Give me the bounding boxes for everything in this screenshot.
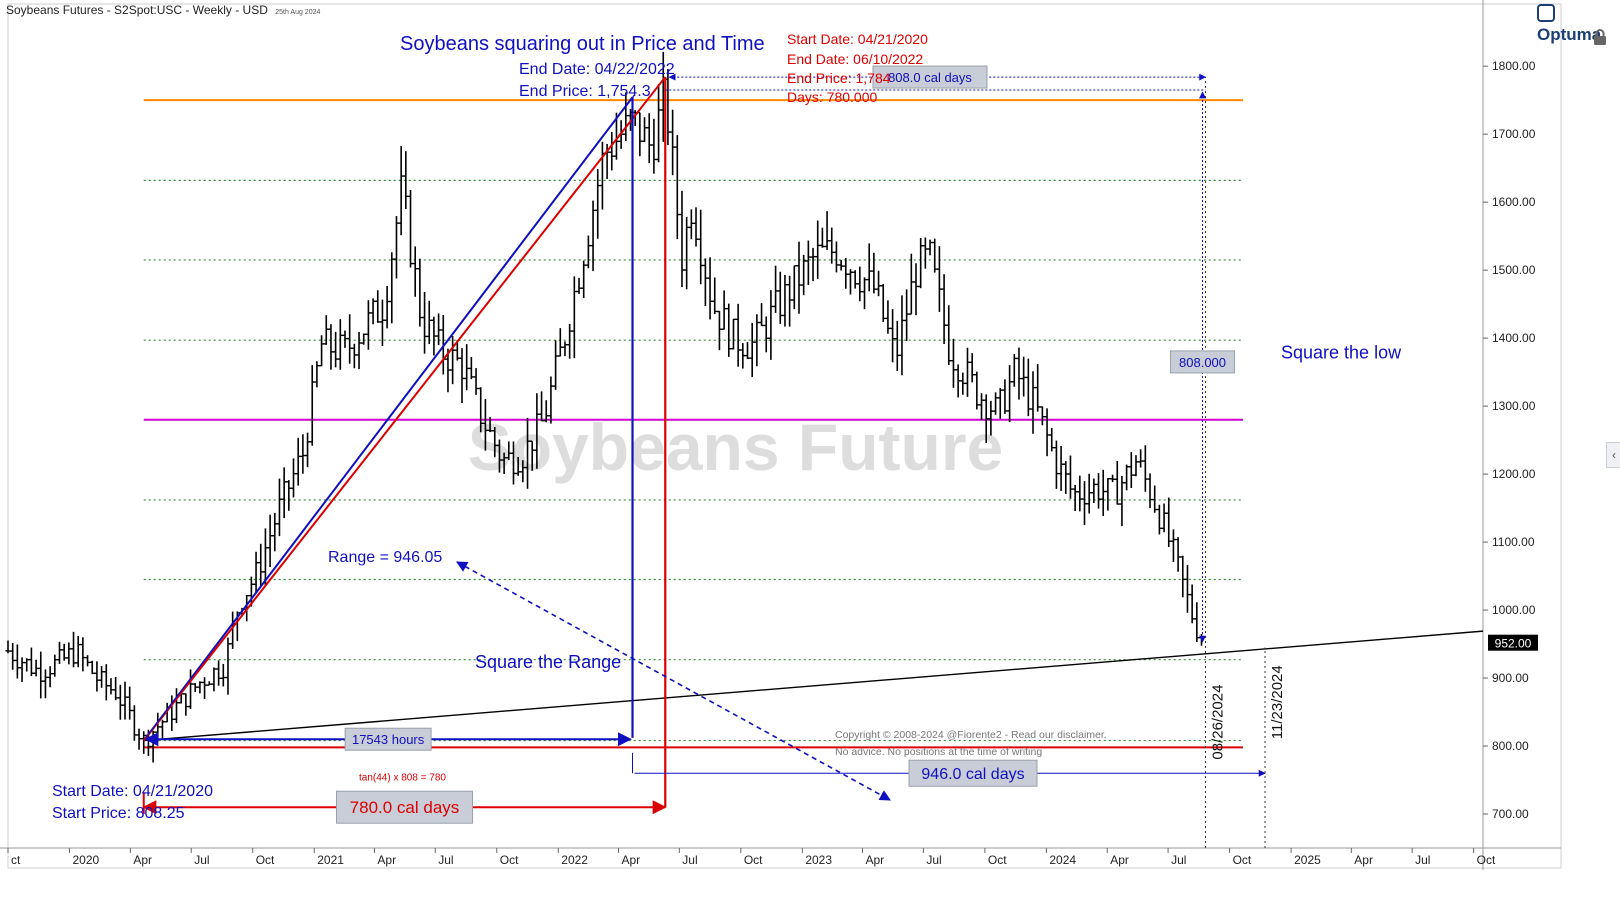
square-low-label: Square the low [1281,343,1402,363]
x-tick-label: Apr [133,853,152,867]
hours-box [344,727,432,751]
cal808-box [872,65,988,89]
red-end-price: End Price: 1,784 [787,70,891,86]
price-time-projection-line [142,76,667,742]
x-tick-label: 2024 [1049,853,1076,867]
annotation-title: Soybeans squaring out in Price and Time [400,33,765,55]
y-tick-label: 1700.00 [1492,127,1536,141]
square-range-label: Square the Range [475,652,621,672]
price-bars [5,51,1205,763]
hours-label: 17543 hours [352,732,425,747]
optuma-mark-icon [1537,4,1555,22]
chart-header: Soybeans Futures - S2Spot:USC - Weekly -… [6,3,320,17]
y-tick-label: 1600.00 [1492,195,1536,209]
x-tick-label: Jul [1171,853,1186,867]
y-tick-label: 1000.00 [1492,603,1536,617]
price808-label: 808.000 [1179,355,1226,370]
x-tick-label: Jul [194,853,209,867]
red-days: Days: 780.000 [787,89,877,105]
range-label: Range = 946.05 [328,549,442,566]
date-1123-label: 11/23/2024 [1269,665,1286,739]
lock-icon[interactable] [1591,28,1609,46]
x-tick-label: Oct [1477,853,1496,867]
last-price-tag [1488,634,1538,651]
cal780-box [335,790,473,824]
y-tick-label: 800.00 [1492,739,1529,753]
copyright-line-1: Copyright © 2008-2024 @Fiorente2 - Read … [835,729,1107,741]
blue-end-date: End Date: 04/22/2022 [519,61,675,78]
x-tick-label: 2022 [561,853,588,867]
x-tick-label: Oct [988,853,1007,867]
x-tick-label: Apr [377,853,396,867]
x-tick-label: ct [11,853,21,867]
chart-symbol-title: Soybeans Futures - S2Spot:USC - Weekly -… [6,3,268,17]
chart-date-stamp: 25th Aug 2024 [275,9,321,16]
y-tick-label: 1500.00 [1492,263,1536,277]
date-0826-label: 08/26/2024 [1210,685,1227,760]
x-tick-label: 2025 [1294,853,1321,867]
red-end-date: End Date: 06/10/2022 [787,51,923,67]
chart-frame [7,3,1562,869]
y-tick-label: 700.00 [1492,807,1529,821]
x-tick-label: 2021 [317,853,344,867]
cal780-label: 780.0 cal days [350,798,460,817]
range-diagonal-arrow [456,561,891,801]
y-tick-label: 1200.00 [1492,467,1536,481]
x-tick-label: Oct [744,853,763,867]
cal946-label: 946.0 cal days [921,766,1024,783]
x-tick-label: Oct [256,853,275,867]
collapse-panel-button[interactable]: ‹ [1606,442,1620,468]
y-tick-label: 1400.00 [1492,331,1536,345]
x-tick-label: Oct [500,853,519,867]
x-tick-label: Apr [1110,853,1129,867]
logo-text: Optuma [1537,25,1602,44]
optuma-logo: Optuma [1537,4,1620,45]
red-start-date: Start Date: 04/21/2020 [787,31,928,47]
price808-box [1170,350,1236,374]
cal946-box [908,759,1038,787]
last-price-label: 952.00 [1495,637,1532,651]
x-tick-label: Apr [621,853,640,867]
x-tick-label: Apr [866,853,885,867]
copyright-line-2: No advice. No positions at the time of w… [835,746,1042,758]
tan-note-label: tan(44) x 808 = 780 [359,773,446,784]
y-tick-label: 1300.00 [1492,399,1536,413]
x-tick-label: Jul [682,853,697,867]
blue-end-price: End Price: 1,754.3 [519,83,651,100]
chart-watermark: Soybeans Future [468,410,1003,484]
y-tick-label: 900.00 [1492,671,1529,685]
x-tick-label: Jul [1415,853,1430,867]
y-tick-label: 1100.00 [1492,535,1535,549]
x-tick-label: Jul [438,853,453,867]
projection-parallel-line [145,94,635,739]
x-tick-label: 2023 [805,853,832,867]
x-tick-label: 2020 [73,853,100,867]
x-tick-label: Apr [1354,853,1373,867]
y-tick-label: 1800.00 [1492,59,1536,73]
x-tick-label: Jul [926,853,941,867]
cal808-label: 808.0 cal days [888,70,972,85]
start-date-label: Start Date: 04/21/2020 [52,783,213,800]
x-tick-label: Oct [1233,853,1252,867]
start-price-label: Start Price: 808.25 [52,805,185,822]
